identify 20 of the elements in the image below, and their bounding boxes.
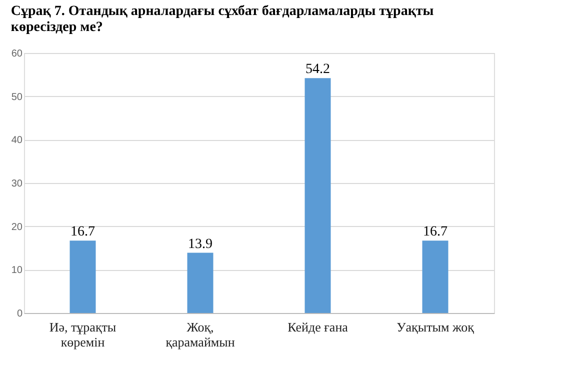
y-tick-label: 60: [11, 48, 23, 60]
bar: [70, 240, 96, 313]
bar: [187, 252, 214, 313]
bar: [304, 78, 331, 313]
y-tick-label: 0: [16, 308, 23, 320]
bar: [422, 240, 448, 313]
y-tick-label: 30: [11, 178, 23, 190]
y-tick-label: 10: [11, 265, 23, 276]
x-tick-label: Иә, тұрақты көремін: [49, 320, 116, 350]
chart-title: Сұрақ 7. Отандық арналардағы сұхбат бағдарламаларды тұрақты көресіздер ме?: [10, 4, 434, 35]
x-tick-label: Жоқ, қарамаймын: [166, 320, 235, 350]
y-tick-label: 50: [11, 92, 23, 103]
y-tick-label: 40: [11, 135, 23, 146]
data-label: 54.2: [306, 62, 330, 78]
data-label: 16.7: [423, 224, 448, 240]
data-label: 13.9: [188, 236, 212, 252]
y-tick-label: 20: [11, 222, 23, 233]
x-tick-label: Кейде ғана: [288, 320, 348, 334]
x-tick-label: Уақытым жоқ: [396, 320, 475, 334]
data-label: 16.7: [70, 224, 95, 240]
